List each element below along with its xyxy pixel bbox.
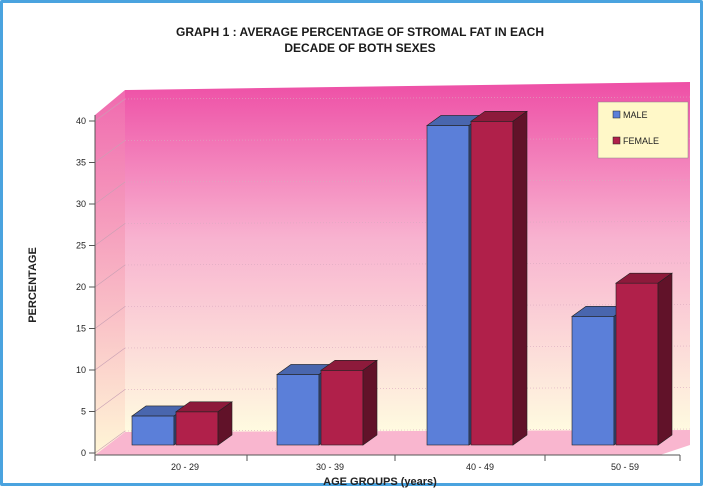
- y-tick-label: 40: [76, 116, 86, 126]
- gridline: [124, 345, 691, 349]
- legend-label-female: FEMALE: [623, 136, 659, 146]
- y-tick-label: 20: [76, 282, 86, 292]
- gridline: [94, 389, 126, 412]
- gridline: [94, 98, 126, 122]
- gridline: [94, 223, 126, 246]
- legend-swatch-male: [612, 110, 621, 119]
- x-axis: 20 - 29 30 - 39 40 - 49 50 - 59: [94, 455, 681, 472]
- gridlines: [94, 96, 691, 454]
- x-tick-label: 50 - 59: [611, 462, 639, 472]
- gridline: [124, 262, 691, 266]
- bar-female-3: [470, 110, 528, 446]
- floor: [95, 430, 690, 455]
- chart-title-line-1: GRAPH 1 : AVERAGE PERCENTAGE OF STROMAL …: [176, 25, 544, 39]
- gridline: [124, 138, 691, 141]
- y-tick-label: 0: [81, 448, 86, 458]
- gridline: [124, 221, 691, 224]
- x-tick-label: 40 - 49: [466, 462, 494, 472]
- bars: [131, 110, 673, 446]
- legend: MALE FEMALE: [597, 101, 689, 159]
- gridline: [94, 347, 126, 371]
- gridline: [124, 387, 691, 390]
- x-tick-label: 30 - 39: [316, 462, 344, 472]
- left-side-wall: [95, 90, 125, 455]
- gridline: [94, 430, 126, 454]
- gridline: [94, 306, 126, 329]
- bar-female-2: [320, 359, 378, 446]
- legend-swatch-female: [612, 136, 621, 145]
- gridline: [124, 304, 691, 307]
- chart-title-line-2: DECADE OF BOTH SEXES: [284, 41, 435, 55]
- y-axis: 0 5 10 15 20 25 30 35 40: [76, 115, 96, 458]
- y-tick-label: 25: [76, 241, 86, 251]
- y-tick-label: 35: [76, 158, 86, 168]
- y-tick-label: 5: [81, 407, 86, 417]
- bar-female-4: [615, 272, 673, 446]
- chart-title: GRAPH 1 : AVERAGE PERCENTAGE OF STROMAL …: [176, 25, 544, 55]
- back-wall: [125, 82, 690, 432]
- x-axis-label: AGE GROUPS (years): [323, 476, 437, 488]
- y-tick-label: 15: [76, 324, 86, 334]
- y-axis-label: PERCENTAGE: [27, 247, 39, 323]
- x-tick-label: 20 - 29: [171, 462, 199, 472]
- gridline: [124, 96, 691, 100]
- y-tick-label: 30: [76, 199, 86, 209]
- gridline: [94, 264, 126, 288]
- gridline: [124, 428, 691, 432]
- legend-label-male: MALE: [623, 110, 648, 120]
- bar-female-1: [175, 401, 233, 446]
- gridline: [124, 179, 691, 183]
- gridline: [94, 181, 126, 205]
- gridline: [94, 140, 126, 163]
- y-tick-label: 10: [76, 365, 86, 375]
